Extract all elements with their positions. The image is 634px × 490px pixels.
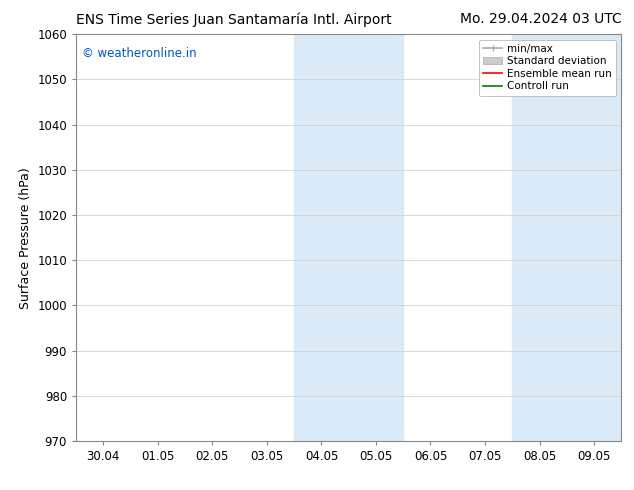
Bar [294,34,349,441]
Bar [349,34,403,441]
Text: © weatheronline.in: © weatheronline.in [82,47,196,59]
Bar [567,34,621,441]
Text: ENS Time Series Juan Santamaría Intl. Airport: ENS Time Series Juan Santamaría Intl. Ai… [76,12,392,27]
Text: Mo. 29.04.2024 03 UTC: Mo. 29.04.2024 03 UTC [460,12,621,26]
Legend: min/max, Standard deviation, Ensemble mean run, Controll run: min/max, Standard deviation, Ensemble me… [479,40,616,96]
Bar [512,34,567,441]
Y-axis label: Surface Pressure (hPa): Surface Pressure (hPa) [19,167,32,309]
